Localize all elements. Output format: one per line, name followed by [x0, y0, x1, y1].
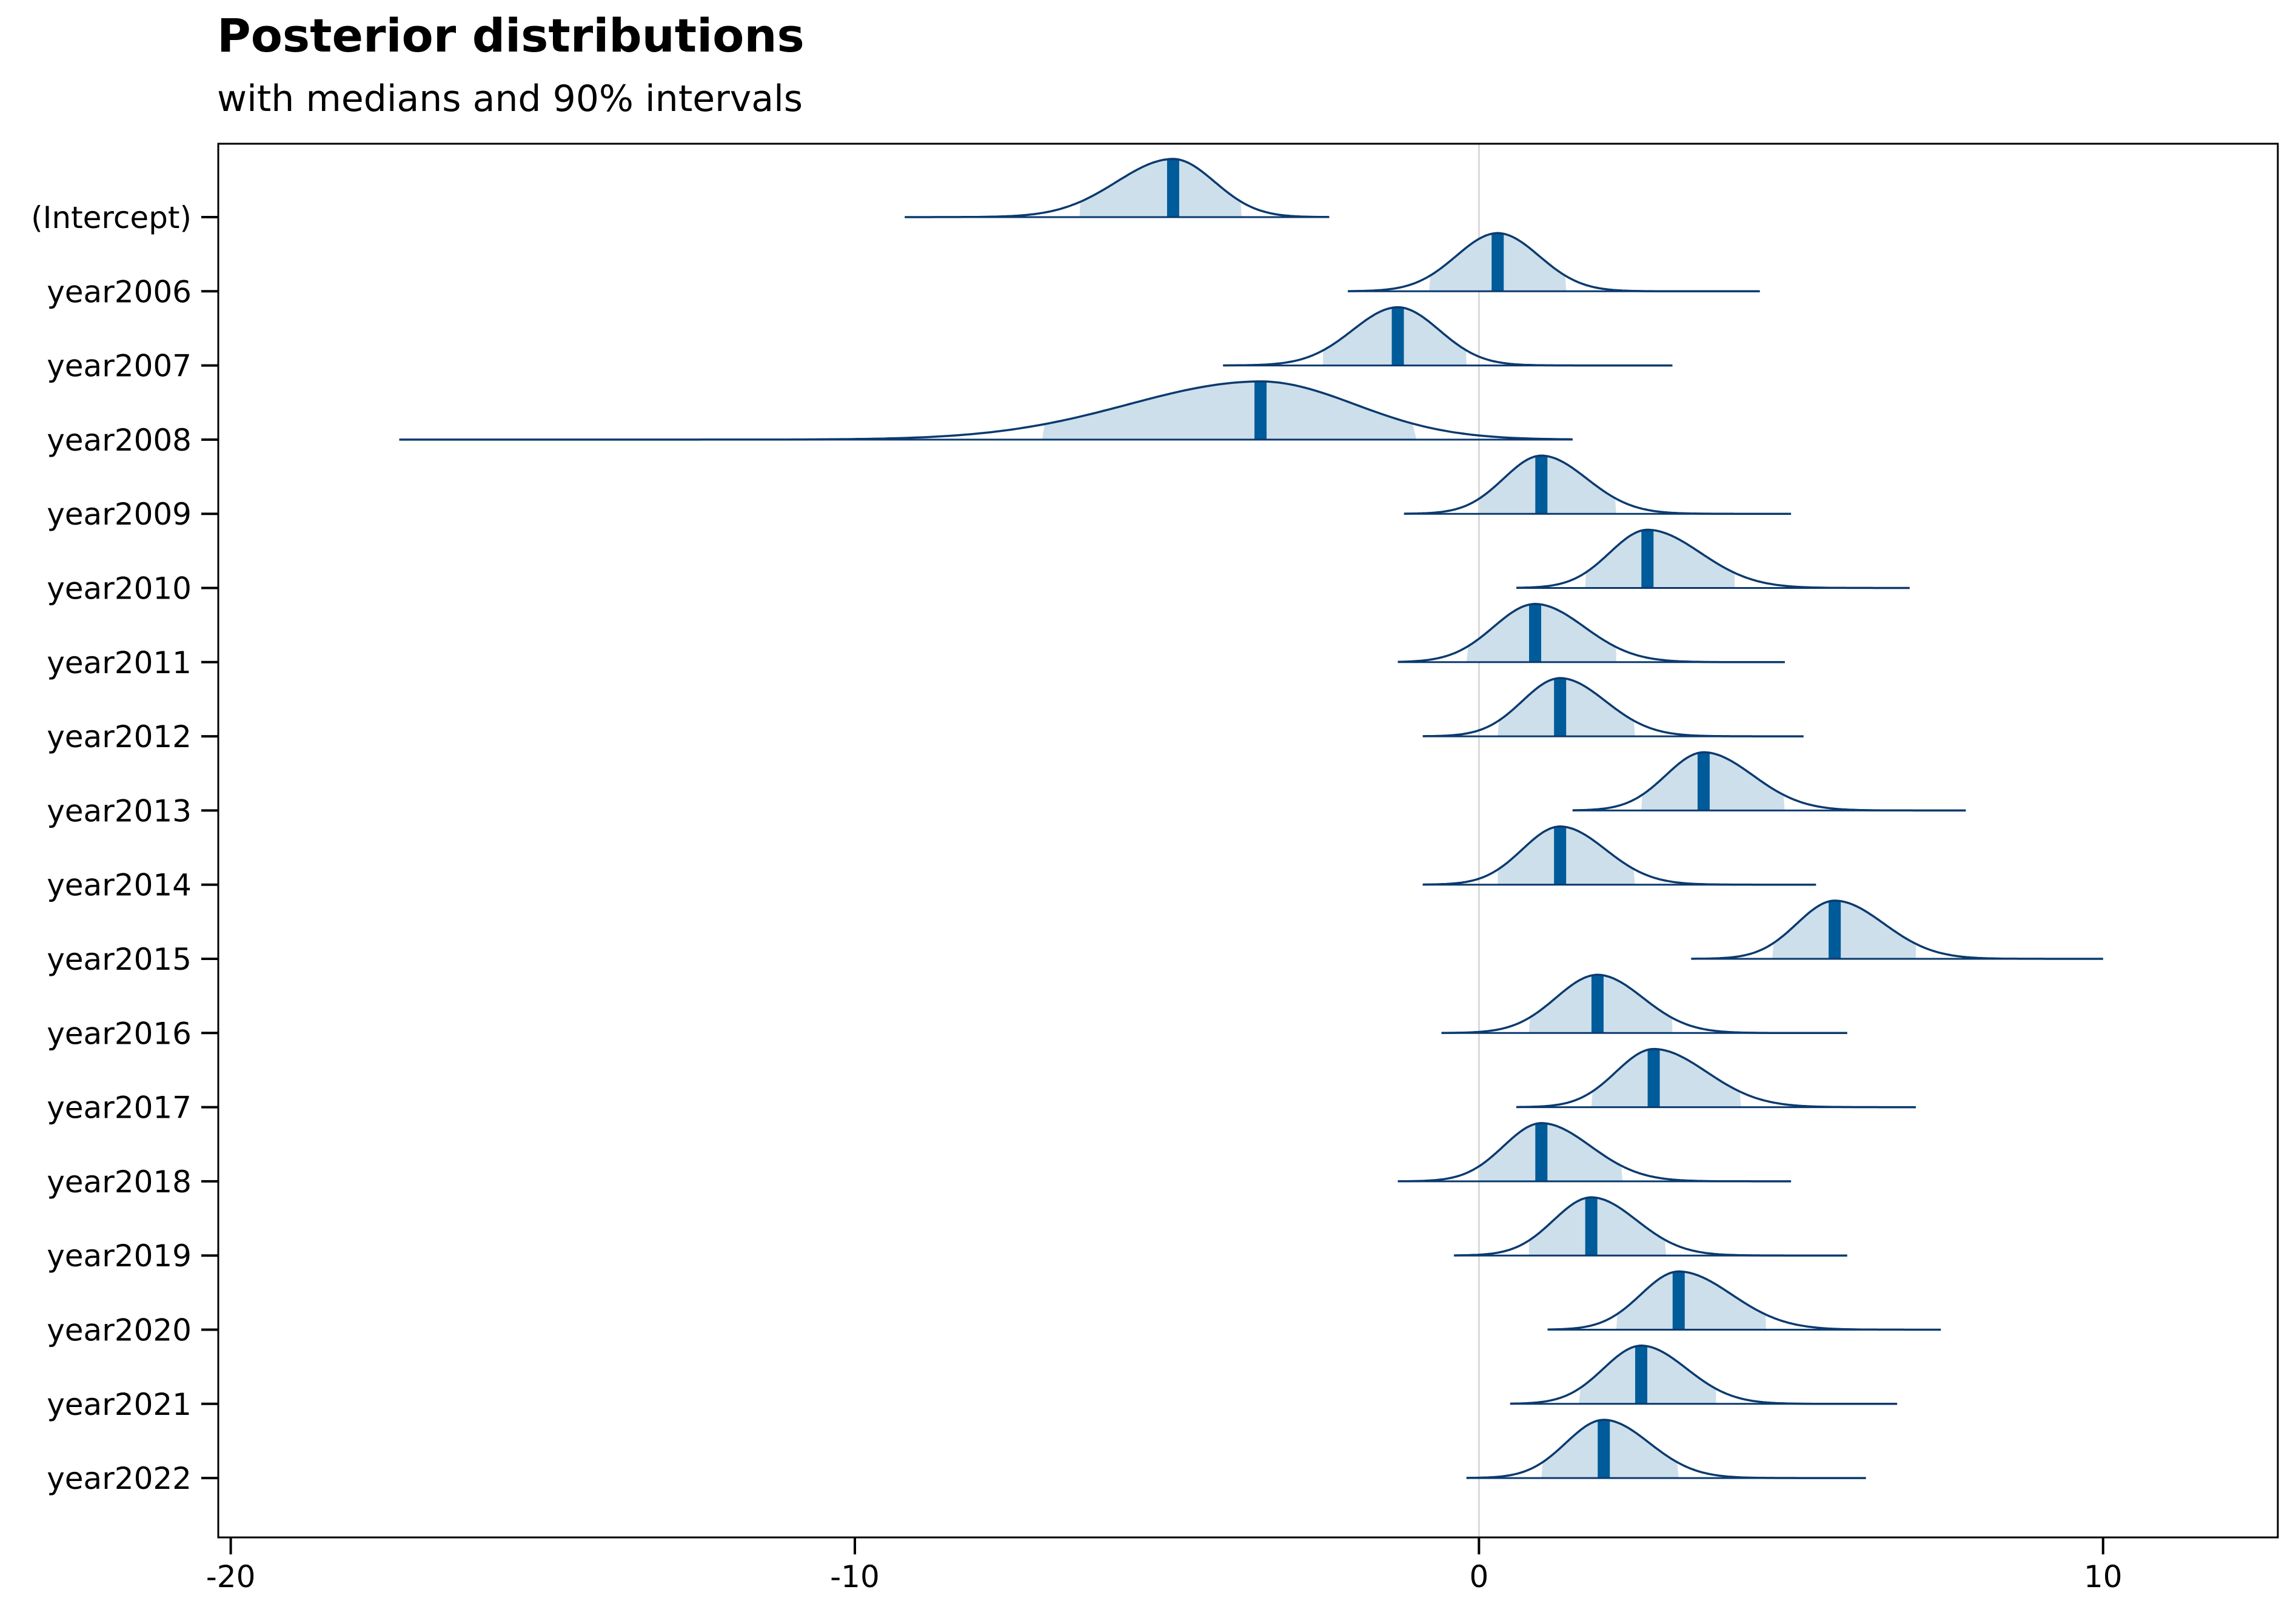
median-marker — [1591, 975, 1604, 1033]
y-tick-label: year2019 — [47, 1238, 192, 1274]
median-marker — [1647, 1049, 1660, 1107]
median-marker — [1491, 233, 1504, 292]
x-tick-label: -20 — [206, 1559, 256, 1594]
density-outline — [1422, 825, 1816, 886]
ridge-year2009 — [1404, 454, 1792, 515]
chart-subtitle: with medians and 90% intervals — [217, 78, 803, 120]
ridge-year2022 — [1466, 1419, 1866, 1479]
median-marker — [1254, 381, 1267, 440]
ridge-year2006 — [1348, 232, 1760, 293]
y-tick-label: year2015 — [47, 942, 192, 977]
interval-area — [1042, 381, 1417, 440]
median-marker — [1529, 603, 1542, 662]
median-marker — [1598, 1420, 1610, 1479]
density-outline — [1348, 232, 1760, 293]
ridge-year2012 — [1422, 677, 1804, 737]
density-outline — [1397, 603, 1785, 663]
density-outline — [1441, 973, 1847, 1035]
chart-title: Posterior distributions — [217, 8, 805, 62]
y-tick-label: year2020 — [47, 1313, 192, 1348]
median-marker — [1166, 158, 1179, 217]
interval-area — [1616, 1271, 1766, 1330]
median-marker — [1585, 1197, 1598, 1256]
median-marker — [1554, 826, 1567, 885]
interval-area — [1479, 1123, 1623, 1181]
ridge-year2008 — [399, 380, 1573, 441]
density-outline — [1397, 1122, 1792, 1183]
median-marker — [1535, 455, 1548, 514]
density-outline — [1454, 1196, 1847, 1257]
interval-area — [1772, 901, 1916, 959]
ridge-year2018 — [1397, 1122, 1792, 1183]
ridge-year2015 — [1691, 899, 2103, 960]
ridge-year2019 — [1454, 1196, 1847, 1257]
density-outline — [1691, 899, 2103, 960]
y-tick-label: year2012 — [47, 719, 192, 754]
y-tick-label: year2013 — [47, 793, 192, 828]
ridge-year2020 — [1547, 1270, 1941, 1331]
y-tick-label: year2018 — [47, 1164, 192, 1200]
ridge-year2010 — [1516, 528, 1910, 589]
x-tick-label: 10 — [2084, 1559, 2123, 1594]
ridge-year2014 — [1422, 825, 1816, 886]
y-tick-label: (Intercept) — [31, 200, 192, 235]
ridge-year2021 — [1510, 1345, 1898, 1405]
y-tick-label: year2011 — [47, 645, 192, 680]
x-tick-label: 0 — [1469, 1559, 1488, 1594]
median-marker — [1535, 1123, 1548, 1181]
median-marker — [1829, 900, 1841, 959]
density-outline — [1404, 454, 1792, 515]
density-outline — [1516, 528, 1910, 589]
median-marker — [1635, 1345, 1648, 1404]
ridge-year2016 — [1441, 973, 1847, 1035]
y-tick-label: year2009 — [47, 497, 192, 532]
density-outline — [1510, 1345, 1898, 1405]
ridge-year2017 — [1516, 1047, 1916, 1109]
y-tick-label: year2016 — [47, 1016, 192, 1051]
median-marker — [1697, 752, 1710, 811]
density-outline — [1516, 1047, 1916, 1109]
ridge-year2013 — [1572, 751, 1966, 812]
interval-area — [1641, 752, 1785, 811]
y-tick-label: year2007 — [47, 349, 192, 384]
median-marker — [1672, 1271, 1685, 1330]
median-marker — [1391, 307, 1404, 366]
density-outline — [1422, 677, 1804, 737]
density-outline — [1223, 306, 1673, 367]
x-tick-label: -10 — [830, 1559, 880, 1594]
density-outline — [1466, 1419, 1866, 1479]
median-marker — [1554, 678, 1567, 737]
median-marker — [1641, 529, 1654, 588]
y-tick-label: year2014 — [47, 868, 192, 903]
interval-area — [1079, 159, 1242, 217]
density-outline — [1547, 1270, 1941, 1331]
y-tick-label: year2006 — [47, 274, 192, 309]
y-tick-label: year2017 — [47, 1090, 192, 1126]
density-outline — [1572, 751, 1966, 812]
interval-area — [1585, 529, 1735, 588]
ridge-year2007 — [1223, 306, 1673, 367]
y-tick-label: year2008 — [47, 423, 192, 458]
y-tick-label: year2010 — [47, 571, 192, 606]
interval-area — [1591, 1049, 1741, 1107]
y-tick-label: year2021 — [47, 1387, 192, 1422]
y-tick-label: year2022 — [47, 1461, 192, 1496]
density-outline — [399, 380, 1573, 441]
density-outline — [905, 158, 1330, 218]
ridge-year2011 — [1397, 603, 1785, 663]
plot-frame — [217, 143, 2279, 1539]
ridge-intercept — [905, 158, 1330, 218]
